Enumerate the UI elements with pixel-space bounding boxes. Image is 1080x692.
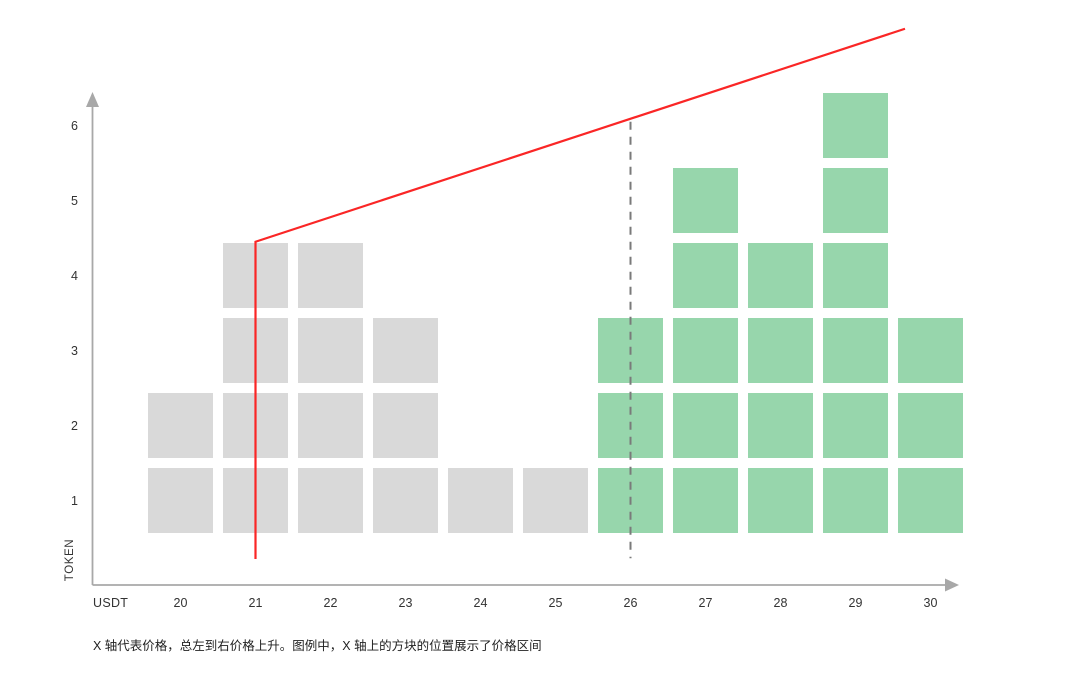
gray-token-block [523,468,588,533]
y-tick-label: 5 [71,193,78,208]
y-tick-label: 1 [71,493,78,508]
green-token-block [823,93,888,158]
green-token-block [823,468,888,533]
gray-token-block [373,393,438,458]
green-token-block [823,318,888,383]
x-tick-label: 23 [398,596,413,610]
green-token-block [673,468,738,533]
x-axis-title: USDT [93,596,129,610]
y-tick-label: 2 [71,418,78,433]
price-curve-line [254,27,906,559]
gray-token-block [298,243,363,308]
green-token-block [673,168,738,233]
x-tick-label: 27 [698,596,713,610]
x-axis-arrow-icon [945,578,959,592]
chart-caption: X 轴代表价格，总左到右价格上升。图例中，X 轴上的方块的位置展示了价格区间 [93,639,542,653]
y-tick-label: 4 [71,268,78,283]
gray-token-block [148,468,213,533]
gray-token-block [373,468,438,533]
green-token-block [673,318,738,383]
green-token-block [898,468,963,533]
green-token-block [748,468,813,533]
green-token-block [898,318,963,383]
x-tick-label: 28 [773,596,788,610]
green-token-block [898,393,963,458]
y-axis-arrow-icon [86,92,99,107]
green-token-block [823,243,888,308]
x-tick-label: 20 [173,596,188,610]
x-tick-label: 24 [473,596,488,610]
green-token-block [673,393,738,458]
x-tick-label: 29 [848,596,863,610]
gray-token-block [373,318,438,383]
y-tick-label: 6 [71,118,78,133]
green-token-block [748,243,813,308]
x-tick-label: 30 [923,596,938,610]
green-token-block [823,168,888,233]
x-tick-label: 21 [248,596,263,610]
green-token-block [748,318,813,383]
gray-token-block [298,468,363,533]
gray-token-block [448,468,513,533]
gray-token-block [148,393,213,458]
y-tick-label: 3 [71,343,78,358]
x-tick-label: 22 [323,596,338,610]
x-tick-label: 25 [548,596,563,610]
gray-token-block [298,393,363,458]
gray-token-block [298,318,363,383]
y-axis-title: TOKEN [64,538,76,582]
green-token-block [823,393,888,458]
green-token-block [748,393,813,458]
green-token-block [673,243,738,308]
x-tick-label: 26 [623,596,638,610]
